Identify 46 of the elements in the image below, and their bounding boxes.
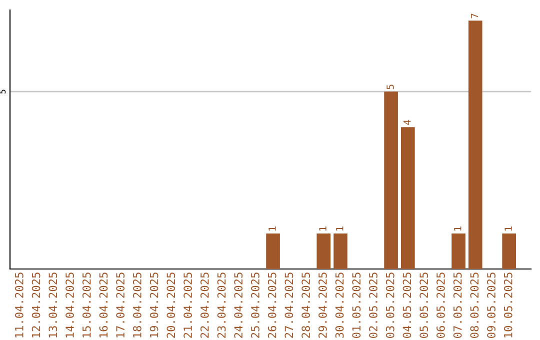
x-tick-label: 24.04.2025 — [234, 272, 243, 338]
data-label: 1 — [454, 226, 462, 231]
x-tick-label: 03.05.2025 — [386, 272, 394, 338]
x-tick-label: 20.04.2025 — [166, 272, 176, 338]
bar — [266, 234, 280, 269]
x-tick-label: 14.04.2025 — [66, 272, 74, 338]
x-tick-label: 29.04.2025 — [318, 272, 327, 338]
x-tick-label: 26.04.2025 — [268, 272, 276, 338]
data-label: 1 — [504, 226, 512, 231]
x-tick-label: 13.04.2025 — [48, 272, 58, 338]
x-tick-label: 07.05.2025 — [453, 272, 462, 338]
x-tick-label: 09.05.2025 — [487, 272, 496, 338]
x-tick-label: 21.04.2025 — [184, 272, 192, 338]
x-tick-label: 06.05.2025 — [436, 272, 445, 338]
bar — [316, 234, 331, 269]
data-label: 7 — [470, 14, 478, 18]
x-tick-label: 23.04.2025 — [217, 272, 226, 338]
x-tick-label: 08.05.2025 — [470, 272, 479, 338]
data-label: 1 — [268, 226, 276, 231]
x-tick-label: 22.04.2025 — [200, 272, 209, 338]
bar — [401, 127, 415, 269]
x-tick-label: 05.05.2025 — [420, 272, 428, 338]
bar — [502, 234, 516, 269]
x-tick-label: 11.04.2025 — [14, 272, 24, 338]
x-tick-label: 15.04.2025 — [82, 272, 91, 338]
x-tick-label: 17.04.2025 — [116, 272, 125, 338]
x-tick-label: 12.04.2025 — [32, 272, 40, 338]
x-tick-label: 28.04.2025 — [302, 272, 310, 338]
x-tick-label: 10.05.2025 — [504, 272, 512, 338]
x-tick-label: 30.04.2025 — [335, 272, 344, 338]
x-tick-label: 18.04.2025 — [132, 272, 142, 338]
x-tick-label: 04.05.2025 — [402, 272, 412, 338]
x-tick-label: 01.05.2025 — [352, 272, 361, 338]
data-label: 4 — [404, 120, 411, 125]
x-tick-label: 27.04.2025 — [284, 272, 294, 338]
data-label: 5 — [386, 84, 394, 90]
bar — [334, 234, 348, 269]
bar — [384, 92, 398, 269]
bar — [452, 234, 466, 269]
bar — [468, 20, 482, 269]
data-label: 1 — [336, 226, 344, 231]
data-label: 1 — [319, 226, 326, 231]
x-tick-label: 25.04.2025 — [251, 272, 260, 338]
x-tick-label: 02.05.2025 — [369, 272, 378, 338]
x-tick-label: 19.04.2025 — [150, 272, 158, 338]
x-tick-label: 16.04.2025 — [99, 272, 108, 338]
